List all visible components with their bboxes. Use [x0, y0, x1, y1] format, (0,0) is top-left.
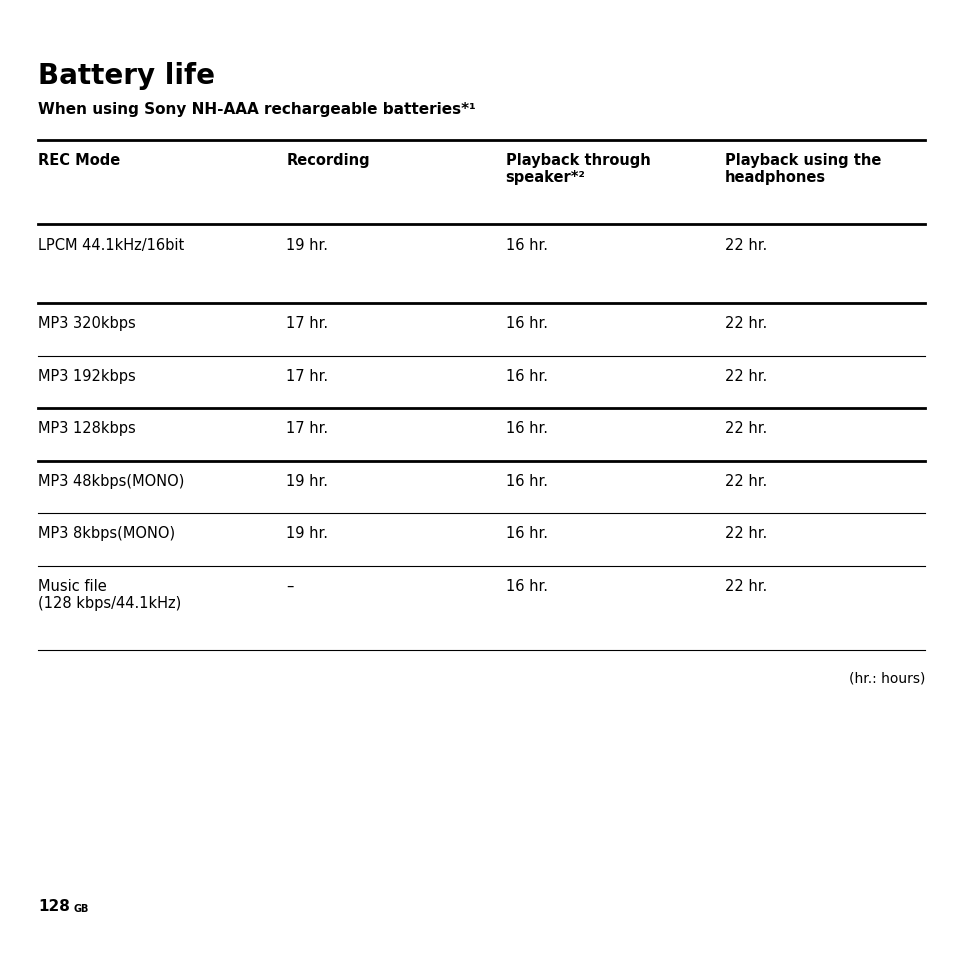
Text: 22 hr.: 22 hr.: [724, 316, 766, 331]
Text: 16 hr.: 16 hr.: [505, 369, 547, 383]
Text: 22 hr.: 22 hr.: [724, 237, 766, 253]
Text: 19 hr.: 19 hr.: [286, 474, 328, 489]
Text: Recording: Recording: [286, 152, 370, 168]
Text: LPCM 44.1kHz/16bit: LPCM 44.1kHz/16bit: [38, 237, 184, 253]
Text: GB: GB: [73, 903, 89, 913]
Text: MP3 48kbps(MONO): MP3 48kbps(MONO): [38, 474, 184, 489]
Text: MP3 8kbps(MONO): MP3 8kbps(MONO): [38, 526, 175, 541]
Text: –: –: [286, 578, 294, 594]
Text: Battery life: Battery life: [38, 62, 215, 90]
Text: 16 hr.: 16 hr.: [505, 316, 547, 331]
Text: 16 hr.: 16 hr.: [505, 526, 547, 541]
Text: 17 hr.: 17 hr.: [286, 369, 328, 383]
Text: 17 hr.: 17 hr.: [286, 316, 328, 331]
Text: Playback using the
headphones: Playback using the headphones: [724, 152, 881, 185]
Text: MP3 320kbps: MP3 320kbps: [38, 316, 135, 331]
Text: 128: 128: [38, 898, 70, 913]
Text: Playback through
speaker*²: Playback through speaker*²: [505, 152, 650, 185]
Text: 16 hr.: 16 hr.: [505, 578, 547, 594]
Text: REC Mode: REC Mode: [38, 152, 120, 168]
Text: MP3 128kbps: MP3 128kbps: [38, 421, 135, 436]
Text: 22 hr.: 22 hr.: [724, 578, 766, 594]
Text: 19 hr.: 19 hr.: [286, 526, 328, 541]
Text: 16 hr.: 16 hr.: [505, 421, 547, 436]
Text: 16 hr.: 16 hr.: [505, 237, 547, 253]
Text: MP3 192kbps: MP3 192kbps: [38, 369, 135, 383]
Text: Music file
(128 kbps/44.1kHz): Music file (128 kbps/44.1kHz): [38, 578, 181, 611]
Text: 16 hr.: 16 hr.: [505, 474, 547, 489]
Text: 22 hr.: 22 hr.: [724, 526, 766, 541]
Text: 19 hr.: 19 hr.: [286, 237, 328, 253]
Text: 22 hr.: 22 hr.: [724, 369, 766, 383]
Text: When using Sony NH-AAA rechargeable batteries*¹: When using Sony NH-AAA rechargeable batt…: [38, 102, 476, 117]
Text: 17 hr.: 17 hr.: [286, 421, 328, 436]
Text: 22 hr.: 22 hr.: [724, 474, 766, 489]
Text: 22 hr.: 22 hr.: [724, 421, 766, 436]
Text: (hr.: hours): (hr.: hours): [848, 671, 924, 685]
